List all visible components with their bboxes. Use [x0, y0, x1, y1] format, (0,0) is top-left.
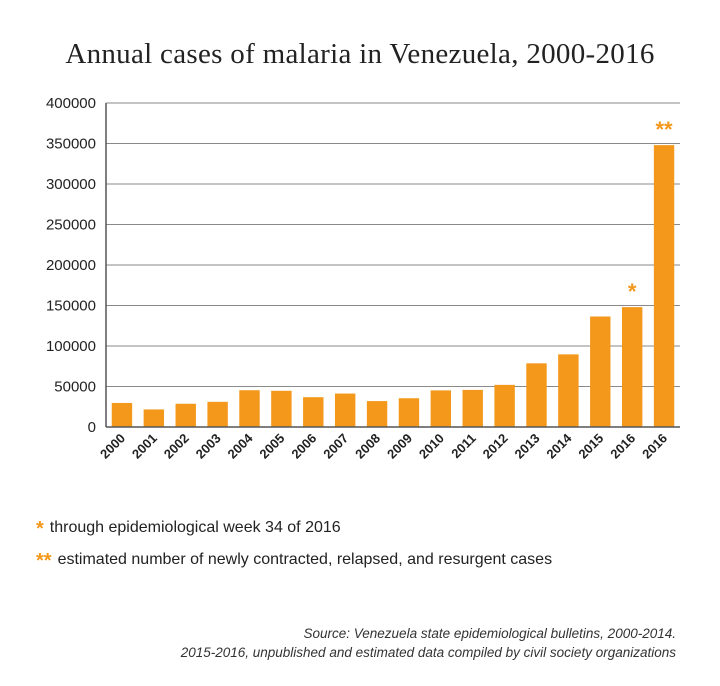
bar-2014-14 [558, 354, 579, 427]
legend-item-double-asterisk: ** estimated number of newly contracted, … [36, 550, 552, 573]
y-tick-label: 100000 [46, 338, 96, 355]
x-tick-label: 2000 [97, 431, 128, 462]
x-tick-label: 2009 [384, 431, 415, 462]
x-tick-label: 2011 [448, 431, 479, 462]
bar-2008-8 [366, 401, 388, 427]
bar-2000-0 [111, 402, 133, 427]
x-tick-label: 2014 [543, 430, 575, 462]
bar-2013-13 [526, 363, 547, 427]
bar-chart: 0 50000 100000 150000 200000 250000 300000 3500… [46, 95, 680, 462]
x-tick-label: 2006 [288, 431, 319, 462]
chart-title: Annual cases of malaria in Venezuela, 20… [65, 38, 655, 70]
x-tick-label: 2015 [575, 431, 606, 462]
y-tick-label: 50000 [54, 379, 96, 396]
bar-2009-9 [398, 398, 420, 427]
bar-2002-2 [175, 403, 196, 427]
y-tick-label: 400000 [46, 95, 96, 112]
bar-2003-3 [207, 401, 228, 427]
bar-2001-1 [143, 409, 165, 427]
bar-2006-6 [303, 397, 324, 427]
y-tick-label: 0 [88, 419, 96, 436]
y-tick-label: 200000 [46, 257, 96, 274]
legend-text-single: through epidemiological week 34 of 2016 [49, 519, 341, 536]
bar-2011-11 [462, 389, 483, 427]
x-tick-label: 2016 [607, 431, 638, 462]
bar-annotations: *** [628, 117, 673, 304]
x-tick-label: 2003 [193, 431, 224, 462]
legend-mark-double: ** [36, 550, 52, 572]
x-tick-label: 2005 [256, 431, 287, 462]
legend-text-double: estimated number of newly contracted, re… [57, 551, 553, 568]
bar-2005-5 [271, 390, 292, 427]
x-tick-label: 2004 [225, 430, 257, 462]
y-axis: 0 50000 100000 150000 200000 250000 300000 3500… [46, 95, 107, 436]
x-tick-label: 2013 [512, 431, 543, 462]
x-tick-label: 2008 [352, 431, 383, 462]
x-tick-label: 2007 [320, 431, 351, 462]
bar-2010-10 [430, 390, 452, 427]
x-tick-label: 2016 [639, 431, 670, 462]
y-tick-label: 350000 [46, 136, 96, 153]
bar-2016-16 [621, 307, 643, 427]
x-axis: 2000 2001 2002 2003 2004 2005 2006 2007 2008 2009… [97, 426, 680, 462]
x-tick-label: 2010 [416, 431, 447, 462]
source-line-2: 2015-2016, unpublished and estimated dat… [180, 645, 676, 660]
bar-annotation: ** [655, 117, 673, 142]
bars [111, 145, 675, 427]
x-tick-label: 2002 [161, 431, 192, 462]
y-tick-label: 300000 [46, 176, 96, 193]
y-tick-label: 250000 [46, 217, 96, 234]
x-tick-label: 2012 [480, 431, 511, 462]
bar-annotation: * [628, 279, 637, 304]
y-tick-label: 150000 [46, 298, 96, 315]
gridlines [106, 102, 680, 387]
legend-mark-single: * [36, 518, 44, 540]
bar-2012-12 [494, 384, 515, 427]
source-line-1: Source: Venezuela state epidemiological … [303, 626, 677, 641]
x-tick-label: 2001 [129, 431, 160, 462]
bar-2007-7 [334, 393, 356, 427]
legend-item-asterisk: * through epidemiological week 34 of 2016 [36, 518, 341, 541]
bar-2004-4 [239, 390, 260, 427]
bar-2015-15 [590, 316, 611, 427]
bar-2016-17 [653, 145, 675, 427]
